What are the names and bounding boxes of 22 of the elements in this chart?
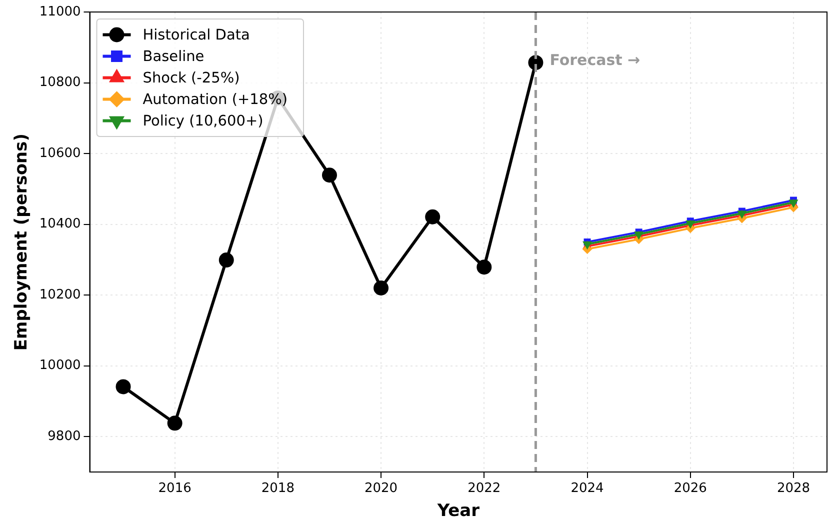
legend-label: Baseline xyxy=(142,49,204,66)
y-axis-title: Employment (persons) xyxy=(12,133,32,351)
legend-label: Policy (10,600+) xyxy=(142,114,264,130)
y-tick-label: 10600 xyxy=(39,146,81,161)
y-tick-label: 10800 xyxy=(39,75,81,90)
legend-label: Shock (-25%) xyxy=(142,70,240,87)
x-axis-title: Year xyxy=(436,501,480,522)
x-tick-label: 2028 xyxy=(776,481,810,496)
legend-label: Automation (+18%) xyxy=(142,92,288,108)
x-tick-label: 2026 xyxy=(674,481,707,496)
x-tick-label: 2016 xyxy=(158,481,192,496)
y-tick-label: 11000 xyxy=(39,4,81,20)
legend-label: Historical Data xyxy=(142,28,250,44)
x-tick-label: 2024 xyxy=(570,481,604,496)
x-tick-label: 2020 xyxy=(364,481,398,496)
y-tick-label: 9800 xyxy=(48,428,81,444)
x-tick-label: 2022 xyxy=(468,481,501,496)
y-tick-label: 10200 xyxy=(39,287,81,302)
y-tick-label: 10000 xyxy=(39,358,81,374)
ref-line-label: Forecast → xyxy=(550,50,640,69)
y-tick-label: 10400 xyxy=(39,216,81,232)
x-tick-label: 2018 xyxy=(261,481,294,496)
